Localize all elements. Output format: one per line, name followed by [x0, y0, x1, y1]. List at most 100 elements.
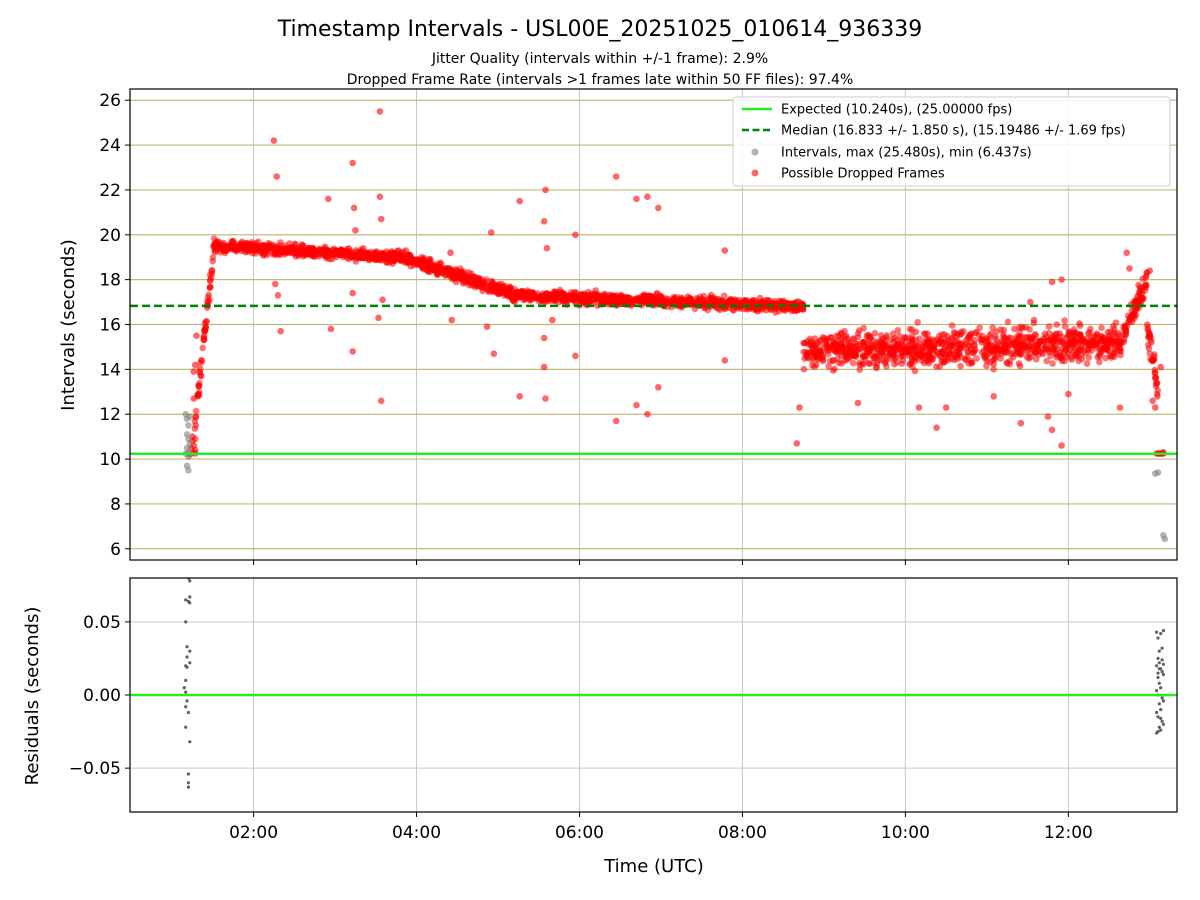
dropped-frame-cloud-point — [387, 258, 395, 265]
dropped-frame-point-77 — [1149, 397, 1156, 405]
dropped-frame-point-33 — [487, 229, 495, 236]
dropped-frame-cloud-point — [202, 323, 209, 331]
dropped-frame-point-40 — [543, 244, 551, 252]
dropped-frame-point-55 — [721, 247, 729, 254]
dropped-frame-cloud-point — [956, 344, 964, 352]
main-ytick-label-8: 22 — [99, 181, 121, 201]
dropped-frame-point-62 — [942, 404, 950, 411]
main-ytick-label-3: 12 — [99, 405, 121, 425]
dropped-frame-point-9 — [190, 395, 198, 402]
interval-point-17 — [1161, 535, 1169, 543]
dropped-frame-cloud-point — [908, 332, 916, 340]
dropped-frame-cloud-point — [495, 285, 502, 293]
dropped-frame-cloud-point — [1089, 336, 1096, 344]
dropped-frame-cloud-point — [1001, 341, 1008, 349]
dropped-frame-point-56 — [721, 357, 729, 364]
residual-point-17 — [184, 705, 188, 709]
dropped-frame-cloud-point — [985, 349, 993, 356]
dropped-frame-cloud-point — [1079, 335, 1087, 343]
dropped-frame-cloud-point — [302, 249, 310, 257]
dropped-frame-point-31 — [447, 249, 454, 256]
dropped-frame-cloud-point — [941, 358, 949, 365]
dropped-frame-point-27 — [377, 215, 385, 223]
dropped-frame-cloud-point — [844, 335, 852, 343]
main-ytick-label-10: 26 — [99, 91, 121, 111]
dropped-frame-cloud-point — [1151, 369, 1159, 377]
dropped-frame-cloud-point — [1111, 349, 1118, 357]
dropped-frame-point-76 — [1152, 404, 1159, 411]
dropped-frame-cloud-point — [797, 303, 804, 310]
dropped-frame-cloud-point — [537, 293, 544, 300]
dropped-frame-cloud-point — [1043, 357, 1050, 365]
dropped-frame-cloud-point — [716, 306, 724, 314]
dropped-frame-cloud-point — [860, 324, 867, 332]
dropped-frame-cloud-point — [197, 372, 205, 379]
dropped-frame-cloud-point — [1146, 333, 1154, 341]
dropped-frame-cloud-point — [824, 335, 831, 343]
main-ytick-label-5: 16 — [99, 316, 121, 336]
x-tick-label-3: 08:00 — [718, 823, 767, 843]
dropped-frame-cloud-point — [829, 356, 837, 364]
dropped-frame-cloud-point — [865, 360, 872, 367]
dropped-frame-cloud-point — [291, 240, 299, 248]
dropped-frame-cloud-point — [1016, 333, 1023, 340]
residual-point-53 — [1157, 667, 1161, 671]
residual-point-35 — [1161, 672, 1165, 677]
residual-point-55 — [1156, 671, 1160, 675]
dropped-frame-point-45 — [572, 231, 579, 239]
dropped-frame-cloud-point — [456, 271, 464, 279]
dropped-frame-cloud-point — [1088, 342, 1095, 349]
dropped-frame-point-39 — [540, 218, 548, 225]
dropped-frame-point-46 — [572, 352, 579, 360]
dropped-frame-point-18 — [325, 195, 332, 203]
dropped-frame-point-69 — [1058, 442, 1065, 449]
dropped-frame-cloud-point — [698, 295, 706, 303]
dropped-frame-cloud-point — [827, 342, 834, 350]
dropped-frame-cloud-point — [899, 356, 907, 364]
dropped-frame-cloud-point — [241, 245, 248, 252]
residual-point-28 — [1157, 649, 1161, 653]
dropped-frame-cloud-point — [860, 342, 868, 350]
dropped-frame-cloud-point — [221, 246, 229, 254]
residual-point-15 — [184, 690, 188, 694]
dropped-frame-point-74 — [1126, 265, 1133, 272]
dropped-frame-point-20 — [349, 159, 357, 167]
dropped-frame-cloud-point — [918, 353, 926, 361]
dropped-frame-cloud-point — [529, 289, 536, 296]
dropped-frame-cloud-point — [360, 250, 367, 258]
dropped-frame-cloud-point — [544, 291, 552, 298]
dropped-frame-cloud-point — [867, 345, 875, 352]
dropped-frame-cloud-point — [679, 298, 687, 305]
residual-point-56 — [1159, 716, 1163, 721]
dropped-frame-cloud-point — [911, 342, 919, 349]
dropped-frame-cloud-point — [489, 279, 496, 287]
residual-point-51 — [1156, 730, 1160, 734]
dropped-frame-point-53 — [655, 204, 662, 212]
dropped-frame-cloud-point — [352, 251, 360, 259]
legend-intervals-swatch — [751, 148, 759, 156]
dropped-frame-cloud-point — [1085, 330, 1092, 337]
dropped-frame-cloud-point — [879, 335, 887, 343]
dropped-frame-cloud-point — [878, 341, 885, 349]
main-ytick-label-7: 20 — [99, 226, 121, 246]
dropped-frame-point-66 — [1044, 413, 1052, 420]
dropped-frame-cloud-point — [952, 333, 959, 341]
dropped-frame-cloud-point — [1017, 351, 1024, 358]
dropped-frame-point-38 — [542, 186, 549, 194]
residual-point-39 — [1155, 689, 1159, 693]
dropped-frame-point-52 — [644, 410, 651, 418]
dropped-frame-cloud-point — [664, 299, 672, 306]
residual-point-38 — [1159, 686, 1163, 690]
dropped-frame-point-84 — [1157, 363, 1164, 371]
main-ytick-label-2: 10 — [99, 450, 121, 470]
dropped-frame-cloud-point — [400, 248, 408, 256]
residual-point-1 — [188, 579, 192, 583]
dropped-frame-cloud-point — [206, 284, 213, 291]
residual-point-19 — [184, 725, 188, 729]
interval-point-11 — [185, 453, 192, 461]
dropped-frame-cloud-point — [1067, 339, 1074, 346]
residual-point-12 — [185, 665, 189, 669]
residual-point-49 — [1157, 725, 1161, 729]
dropped-frame-cloud-point — [1061, 323, 1069, 330]
